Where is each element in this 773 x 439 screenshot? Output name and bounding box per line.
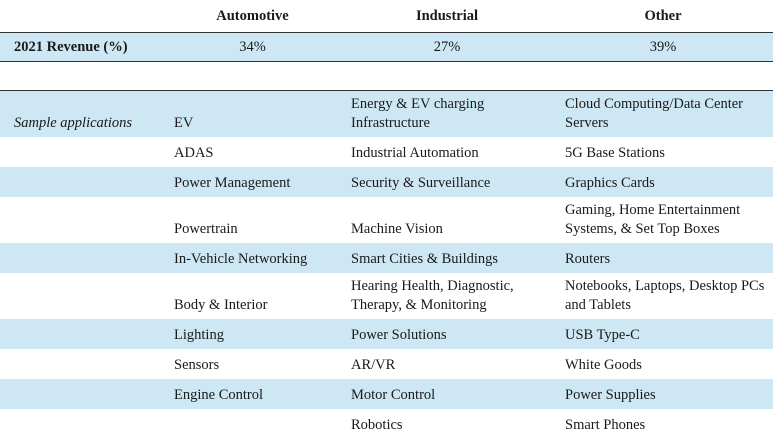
spacer-cell — [341, 61, 553, 91]
revenue-industrial: 27% — [341, 32, 553, 62]
empty-cell — [0, 409, 164, 439]
sample-applications-label: Sample applications — [0, 90, 164, 137]
table-row: Sensors AR/VR White Goods — [0, 349, 773, 379]
automotive-cell: Lighting — [164, 319, 341, 349]
other-cell: Cloud Computing/Data Center Servers — [553, 90, 773, 137]
automotive-cell: Engine Control — [164, 379, 341, 409]
table-header-row: Automotive Industrial Other — [0, 0, 773, 33]
empty-cell — [0, 379, 164, 409]
other-cell: Gaming, Home Entertainment Systems, & Se… — [565, 202, 741, 237]
industrial-cell: Security & Surveillance — [341, 167, 553, 197]
table-row: Powertrain Machine Vision Gaming, Home E… — [0, 197, 773, 243]
spacer-cell — [164, 61, 341, 91]
industrial-cell: Smart Cities & Buildings — [341, 243, 553, 273]
industrial-cell: Machine Vision — [351, 221, 443, 237]
automotive-cell: Body & Interior — [174, 297, 268, 313]
table-row: Body & Interior Hearing Health, Diagnost… — [0, 273, 773, 319]
automotive-cell: Sensors — [174, 357, 220, 373]
industrial-cell: Robotics — [351, 417, 403, 433]
table-row: Robotics Smart Phones — [0, 409, 773, 439]
industrial-cell: Industrial Automation — [351, 145, 479, 161]
header-automotive: Automotive — [164, 0, 341, 33]
header-other: Other — [553, 0, 773, 33]
empty-cell — [0, 349, 164, 379]
automotive-cell — [164, 409, 341, 439]
other-cell: White Goods — [565, 357, 642, 373]
other-cell: Notebooks, Laptops, Desktop PCs and Tabl… — [565, 278, 765, 313]
revenue-other: 39% — [553, 32, 773, 62]
other-cell: 5G Base Stations — [565, 145, 665, 161]
automotive-cell: In-Vehicle Networking — [164, 243, 341, 273]
spacer-cell — [553, 61, 773, 91]
industrial-cell: Energy & EV charging Infrastructure — [341, 90, 553, 137]
empty-cell — [0, 273, 164, 319]
industrial-cell: Power Solutions — [341, 319, 553, 349]
spacer-row — [0, 61, 773, 91]
empty-cell — [0, 137, 164, 167]
revenue-row: 2021 Revenue (%) 34% 27% 39% — [0, 32, 773, 62]
other-cell: Routers — [553, 243, 773, 273]
empty-cell — [0, 319, 164, 349]
table-row: Engine Control Motor Control Power Suppl… — [0, 379, 773, 409]
spacer-cell — [0, 61, 164, 91]
table-row: Power Management Security & Surveillance… — [0, 167, 773, 197]
industrial-cell: AR/VR — [351, 357, 396, 373]
other-cell: USB Type-C — [553, 319, 773, 349]
empty-cell — [0, 243, 164, 273]
table-row: Lighting Power Solutions USB Type-C — [0, 319, 773, 349]
other-cell: Smart Phones — [565, 417, 646, 433]
empty-cell — [0, 197, 164, 243]
automotive-cell: EV — [164, 90, 341, 137]
empty-cell — [0, 167, 164, 197]
header-industrial: Industrial — [341, 0, 553, 33]
table-row: In-Vehicle Networking Smart Cities & Bui… — [0, 243, 773, 273]
revenue-automotive: 34% — [164, 32, 341, 62]
automotive-cell: ADAS — [174, 145, 214, 161]
automotive-cell: Power Management — [164, 167, 341, 197]
other-cell: Graphics Cards — [553, 167, 773, 197]
table-row: ADAS Industrial Automation 5G Base Stati… — [0, 137, 773, 167]
industrial-cell: Hearing Health, Diagnostic, Therapy, & M… — [351, 278, 514, 313]
header-empty-cell — [0, 0, 164, 33]
automotive-cell: Powertrain — [174, 221, 238, 237]
other-cell: Power Supplies — [553, 379, 773, 409]
industrial-cell: Motor Control — [341, 379, 553, 409]
revenue-label: 2021 Revenue (%) — [0, 32, 164, 62]
table-row: Sample applications EV Energy & EV charg… — [0, 90, 773, 137]
